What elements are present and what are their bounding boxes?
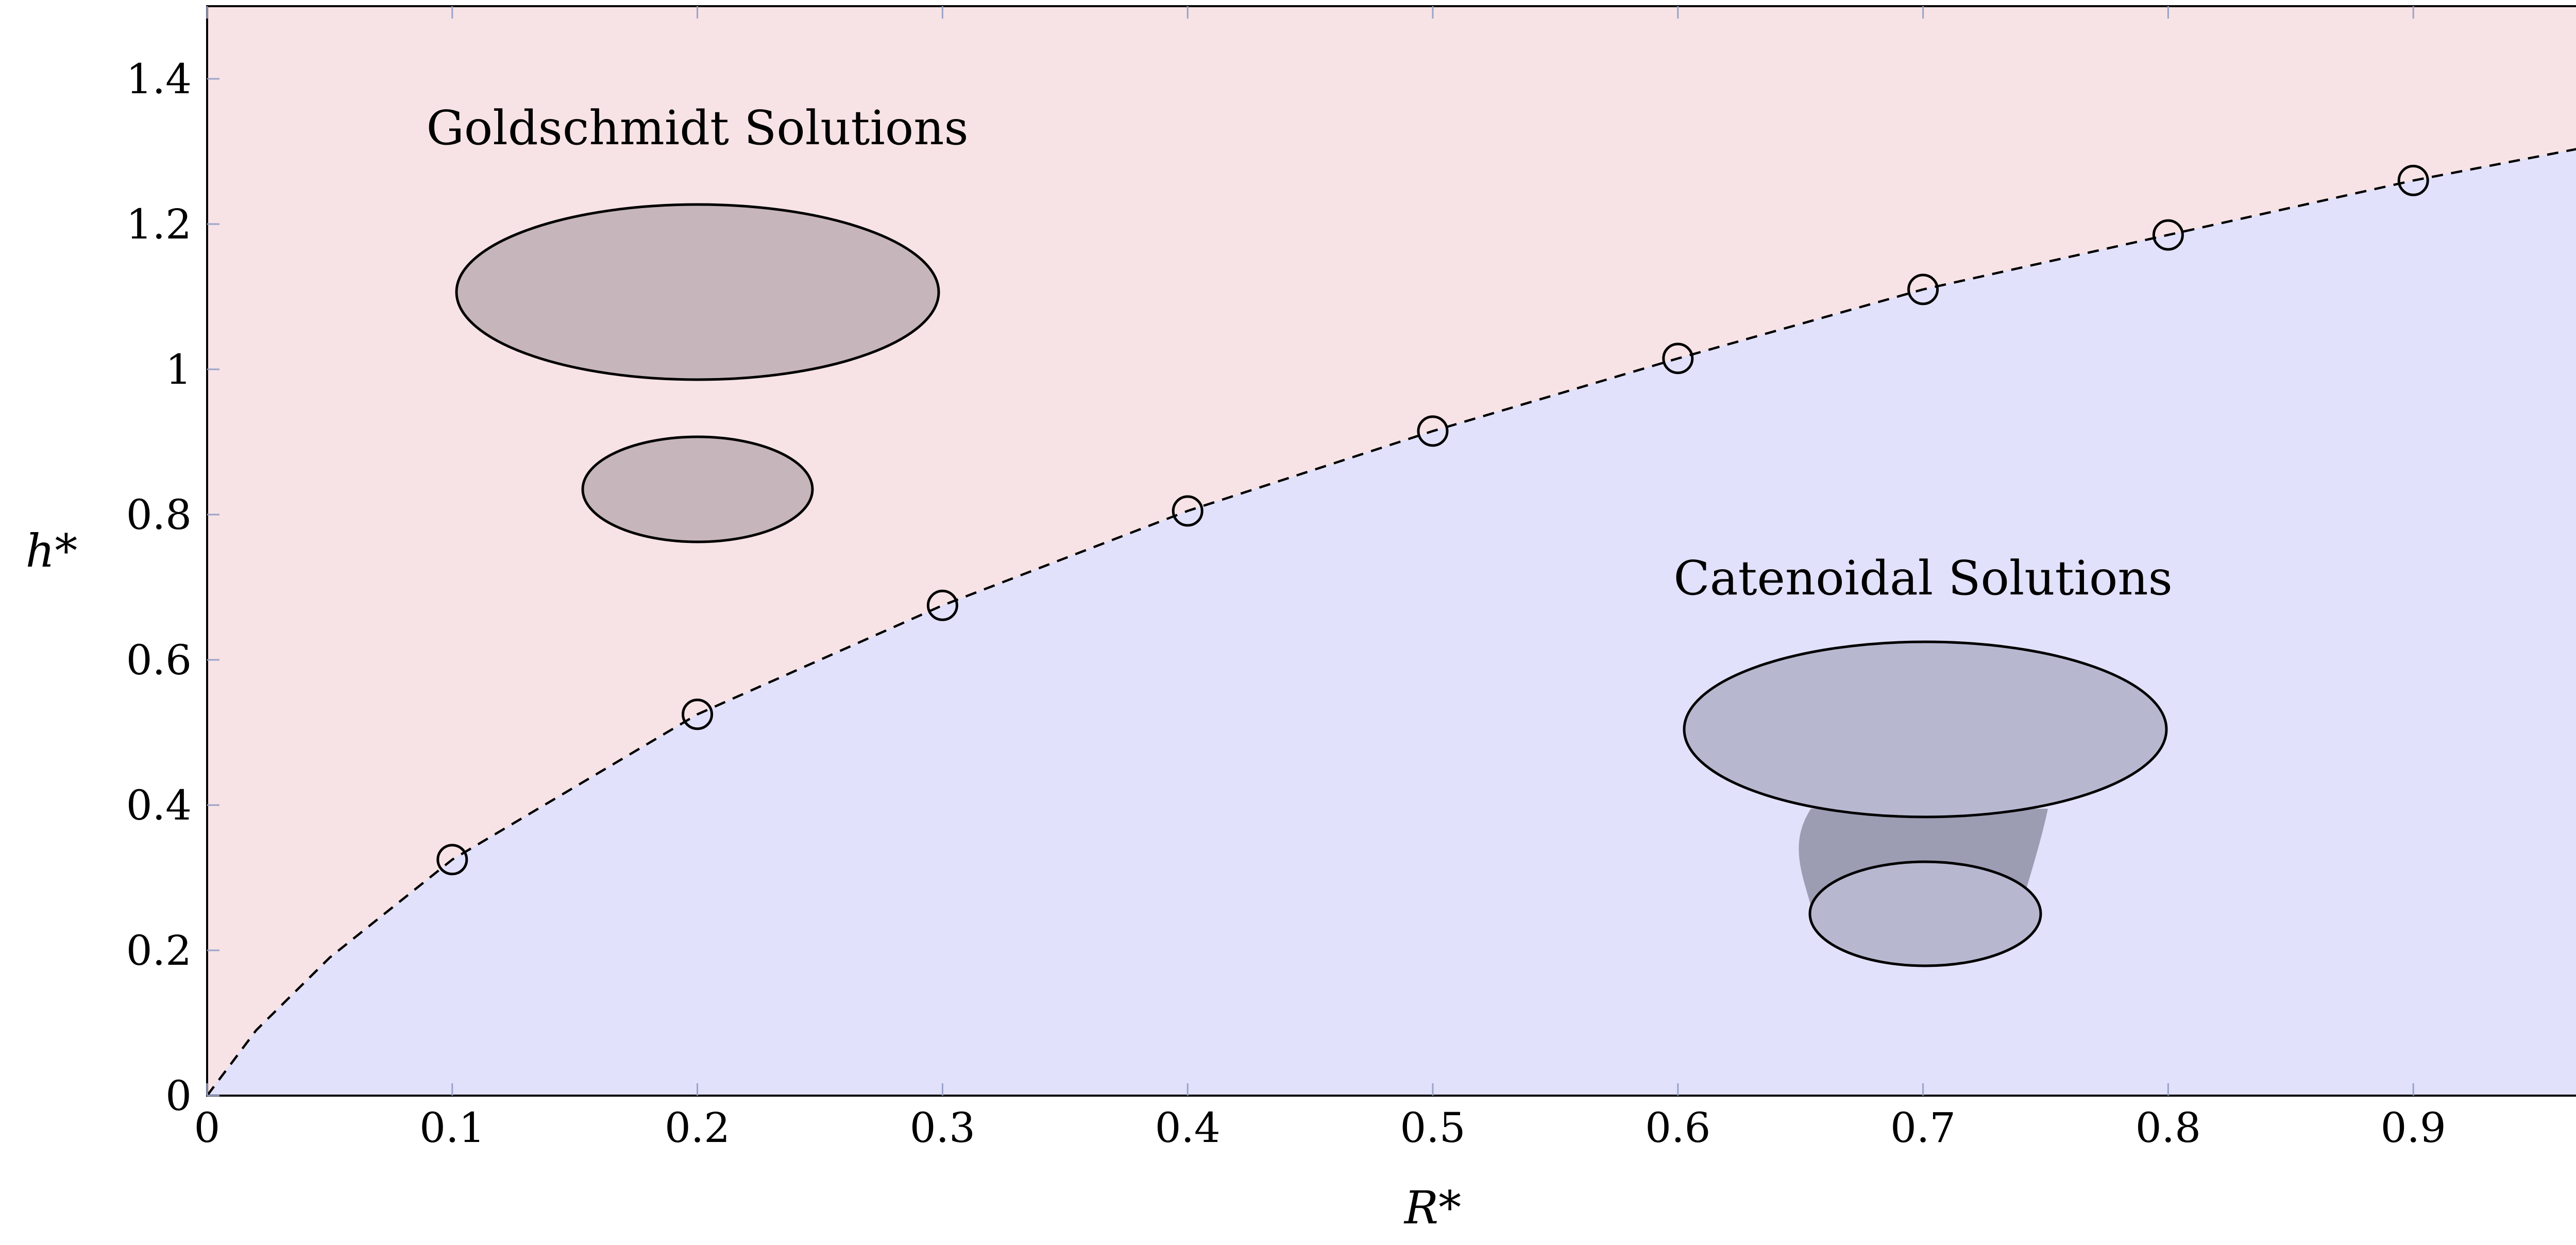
- data-marker-2: [926, 589, 958, 621]
- x-tick-label-1: 0.1: [419, 1104, 485, 1152]
- catenoid-top-rim: [1683, 640, 2168, 818]
- data-marker-5: [1662, 343, 1694, 374]
- y-tick-label-6: 1.2: [126, 200, 192, 248]
- goldschmidt-top-disk: [455, 203, 940, 381]
- x-axis-label: R*: [1403, 1181, 1461, 1234]
- x-tick-label-2: 0.2: [665, 1104, 730, 1152]
- y-tick-label-3: 0.6: [126, 636, 192, 684]
- data-marker-6: [1907, 274, 1939, 305]
- annotation-0: Goldschmidt Solutions: [426, 100, 968, 156]
- x-tick-label-0: 0: [194, 1104, 221, 1152]
- y-tick-label-0: 0: [165, 1072, 192, 1120]
- x-tick-label-9: 0.9: [2381, 1104, 2446, 1152]
- data-marker-8: [2397, 164, 2429, 196]
- data-marker-1: [682, 698, 714, 730]
- x-tick-label-3: 0.3: [910, 1104, 975, 1152]
- x-tick-label-4: 0.4: [1155, 1104, 1221, 1152]
- data-marker-0: [436, 844, 468, 876]
- y-tick-label-7: 1.4: [126, 55, 192, 103]
- catenoid-bottom-rim: [1808, 860, 2042, 967]
- x-tick-label-6: 0.6: [1645, 1104, 1710, 1152]
- y-tick-label-1: 0.2: [126, 927, 192, 975]
- y-tick-label-5: 1: [165, 346, 192, 394]
- y-tick-label-4: 0.8: [126, 491, 192, 539]
- y-tick-label-2: 0.4: [126, 781, 192, 829]
- data-marker-3: [1172, 495, 1204, 527]
- goldschmidt-bottom-disk: [581, 435, 814, 543]
- data-marker-4: [1417, 415, 1449, 447]
- plot-regions: [207, 6, 2576, 1096]
- y-axis-label: h*: [26, 524, 78, 577]
- series-layer: [206, 148, 2576, 1097]
- data-marker-7: [2152, 219, 2184, 251]
- x-tick-label-5: 0.5: [1400, 1104, 1465, 1152]
- x-tick-label-8: 0.8: [2136, 1104, 2201, 1152]
- annotation-1: Catenoidal Solutions: [1673, 551, 2172, 606]
- x-tick-label-7: 0.7: [1890, 1104, 1956, 1152]
- axes-layer: [206, 5, 2576, 1097]
- illustrations: [455, 203, 2168, 967]
- boundary-dashed-line: [206, 148, 2576, 1097]
- labels-layer: 0 0.1 0.2 0.3 0.4 0.5 0.6 0.7 0.8 0.9 1 0 0.2 0.4 0.6 0…: [26, 55, 2446, 1234]
